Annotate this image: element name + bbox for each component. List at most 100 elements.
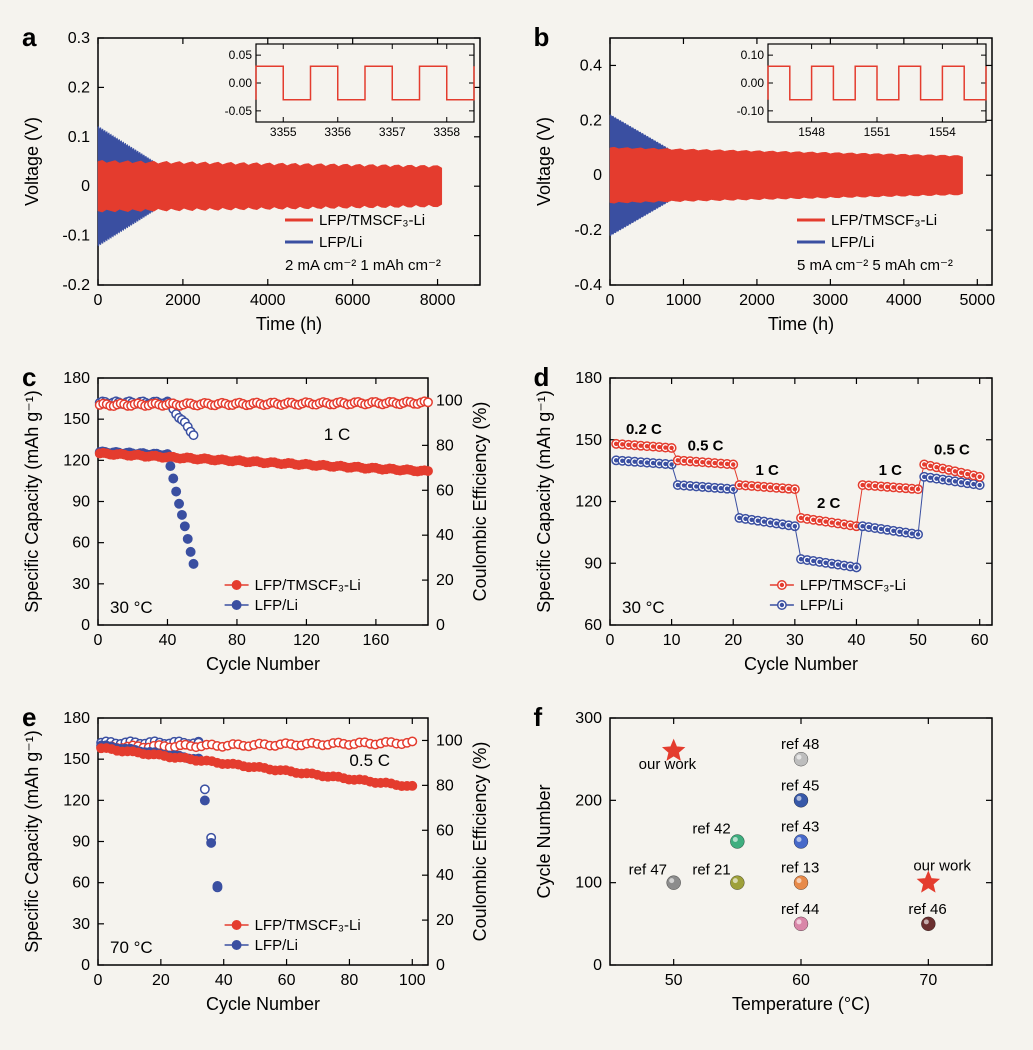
svg-text:4000: 4000 xyxy=(886,292,922,309)
svg-text:LFP/Li: LFP/Li xyxy=(831,234,874,251)
svg-text:120: 120 xyxy=(63,792,90,809)
panel-d-label: d xyxy=(534,362,550,393)
svg-text:LFP/TMSCF₃-Li: LFP/TMSCF₃-Li xyxy=(319,212,425,229)
svg-text:180: 180 xyxy=(63,370,90,387)
svg-text:Cycle Number: Cycle Number xyxy=(206,994,320,1014)
svg-text:0: 0 xyxy=(94,972,103,989)
svg-text:120: 120 xyxy=(293,632,320,649)
svg-text:60: 60 xyxy=(72,875,90,892)
panel-e: e 0204060801000306090120150180Cycle Numb… xyxy=(20,700,502,1030)
svg-text:40: 40 xyxy=(847,632,865,649)
svg-text:60: 60 xyxy=(278,972,296,989)
svg-text:150: 150 xyxy=(63,751,90,768)
svg-text:0.5 C: 0.5 C xyxy=(349,751,390,770)
svg-text:60: 60 xyxy=(436,482,454,499)
svg-text:60: 60 xyxy=(584,617,602,634)
svg-text:70 °C: 70 °C xyxy=(110,938,153,957)
svg-text:2000: 2000 xyxy=(739,292,775,309)
svg-text:Voltage (V): Voltage (V) xyxy=(534,117,554,206)
svg-text:20: 20 xyxy=(436,572,454,589)
svg-text:1000: 1000 xyxy=(665,292,701,309)
svg-text:3357: 3357 xyxy=(379,125,406,139)
svg-text:Cycle Number: Cycle Number xyxy=(206,654,320,674)
svg-text:80: 80 xyxy=(436,777,454,794)
panel-a-svg: 02000400060008000-0.2-0.100.10.20.3Time … xyxy=(20,20,500,340)
svg-text:-0.10: -0.10 xyxy=(736,104,764,118)
svg-text:30: 30 xyxy=(72,576,90,593)
svg-text:0.5 C: 0.5 C xyxy=(687,437,723,454)
svg-text:150: 150 xyxy=(575,432,602,449)
svg-text:LFP/Li: LFP/Li xyxy=(255,597,298,614)
svg-text:8000: 8000 xyxy=(420,292,456,309)
panel-f-label: f xyxy=(534,702,543,733)
svg-text:0.05: 0.05 xyxy=(229,48,253,62)
svg-text:20: 20 xyxy=(436,912,454,929)
svg-text:LFP/TMSCF₃-Li: LFP/TMSCF₃-Li xyxy=(831,212,937,229)
svg-text:-0.1: -0.1 xyxy=(62,228,90,245)
svg-text:ref 42: ref 42 xyxy=(692,821,730,838)
svg-text:-0.05: -0.05 xyxy=(225,104,253,118)
svg-text:60: 60 xyxy=(72,535,90,552)
svg-text:LFP/TMSCF₃-Li: LFP/TMSCF₃-Li xyxy=(799,577,905,594)
svg-text:150: 150 xyxy=(63,411,90,428)
svg-text:-0.4: -0.4 xyxy=(574,277,602,294)
svg-text:30 °C: 30 °C xyxy=(110,598,153,617)
svg-text:0: 0 xyxy=(94,292,103,309)
svg-text:180: 180 xyxy=(63,710,90,727)
svg-text:3355: 3355 xyxy=(270,125,297,139)
svg-text:0: 0 xyxy=(605,292,614,309)
svg-text:100: 100 xyxy=(399,972,426,989)
svg-text:30 °C: 30 °C xyxy=(622,598,665,617)
svg-text:ref 45: ref 45 xyxy=(781,777,819,794)
svg-text:80: 80 xyxy=(436,437,454,454)
svg-text:20: 20 xyxy=(724,632,742,649)
svg-text:70: 70 xyxy=(919,972,937,989)
svg-text:60: 60 xyxy=(970,632,988,649)
panel-a-label: a xyxy=(22,22,36,53)
svg-text:6000: 6000 xyxy=(335,292,371,309)
svg-text:60: 60 xyxy=(792,972,810,989)
svg-text:0.1: 0.1 xyxy=(68,129,90,146)
svg-text:ref 13: ref 13 xyxy=(781,860,819,877)
svg-text:Time (h): Time (h) xyxy=(256,314,322,334)
svg-text:40: 40 xyxy=(436,867,454,884)
svg-text:0: 0 xyxy=(605,632,614,649)
svg-text:Specific Capacity (mAh g⁻¹): Specific Capacity (mAh g⁻¹) xyxy=(22,730,42,953)
svg-text:0.3: 0.3 xyxy=(68,30,90,47)
svg-text:-0.2: -0.2 xyxy=(574,222,602,239)
svg-text:1551: 1551 xyxy=(863,125,890,139)
svg-text:100: 100 xyxy=(575,875,602,892)
svg-text:ref 46: ref 46 xyxy=(908,901,946,918)
svg-text:20: 20 xyxy=(152,972,170,989)
figure-grid: a 02000400060008000-0.2-0.100.10.20.3Tim… xyxy=(20,20,1013,1030)
svg-text:0: 0 xyxy=(81,957,90,974)
svg-text:1 C: 1 C xyxy=(755,462,779,479)
panel-b-svg: 010002000300040005000-0.4-0.200.20.4Time… xyxy=(532,20,1012,340)
panel-b-label: b xyxy=(534,22,550,53)
svg-text:0: 0 xyxy=(81,617,90,634)
svg-text:ref 47: ref 47 xyxy=(628,862,666,879)
svg-text:80: 80 xyxy=(341,972,359,989)
svg-text:Cycle Number: Cycle Number xyxy=(743,654,857,674)
svg-text:180: 180 xyxy=(575,370,602,387)
svg-text:0: 0 xyxy=(593,167,602,184)
panel-c-label: c xyxy=(22,362,36,393)
svg-text:Time (h): Time (h) xyxy=(767,314,833,334)
svg-text:60: 60 xyxy=(436,822,454,839)
svg-text:10: 10 xyxy=(662,632,680,649)
svg-text:0.00: 0.00 xyxy=(740,76,764,90)
svg-text:0.10: 0.10 xyxy=(740,48,764,62)
svg-text:160: 160 xyxy=(363,632,390,649)
panel-f: f 5060700100200300Temperature (°C)Cycle … xyxy=(532,700,1014,1030)
svg-text:120: 120 xyxy=(63,452,90,469)
svg-text:1548: 1548 xyxy=(798,125,825,139)
svg-text:LFP/TMSCF₃-Li: LFP/TMSCF₃-Li xyxy=(255,917,361,934)
svg-text:ref 48: ref 48 xyxy=(781,736,819,753)
svg-text:1 C: 1 C xyxy=(324,425,350,444)
panel-d: d 01020304050606090120150180Cycle Number… xyxy=(532,360,1014,690)
svg-text:90: 90 xyxy=(584,555,602,572)
svg-text:LFP/Li: LFP/Li xyxy=(799,597,842,614)
svg-text:100: 100 xyxy=(436,732,463,749)
svg-text:30: 30 xyxy=(785,632,803,649)
svg-text:100: 100 xyxy=(436,392,463,409)
